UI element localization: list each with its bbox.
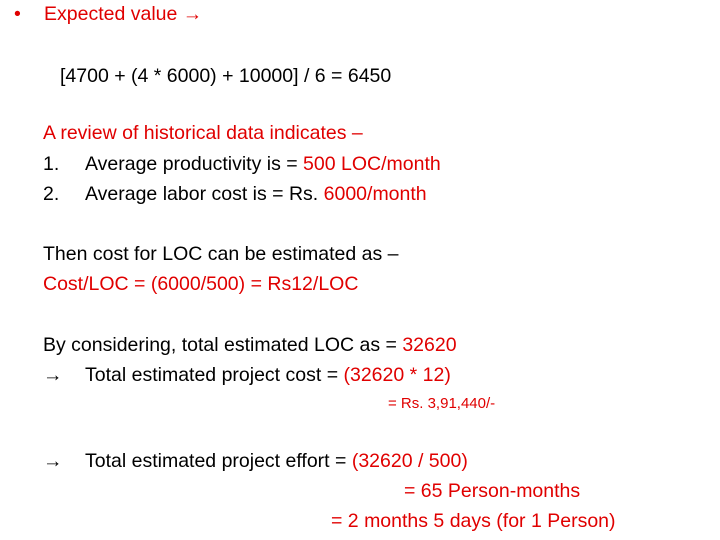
- right-arrow-icon: →: [43, 450, 63, 472]
- project-cost-result: = Rs. 3,91,440/-: [388, 395, 496, 412]
- expected-value-label: Expected value: [44, 3, 178, 25]
- list-item-number: 2.: [43, 183, 60, 205]
- total-loc-value: 32620: [402, 334, 457, 356]
- historical-intro: A review of historical data indicates –: [43, 122, 363, 144]
- project-cost-line: → Total estimated project cost = (32620 *…: [43, 363, 451, 387]
- project-effort-result-days: = 2 months 5 days (for 1 Person): [331, 510, 616, 532]
- right-arrow-icon: →: [43, 364, 63, 386]
- list-item-text: Average labor cost is = Rs.: [85, 183, 324, 205]
- list-item-number: 1.: [43, 153, 60, 175]
- right-arrow-icon: →: [182, 3, 203, 25]
- project-effort-text: Total estimated project effort =: [85, 450, 352, 472]
- bullet-icon: •: [14, 3, 21, 25]
- total-loc-text: By considering, total estimated LOC as =: [43, 334, 403, 356]
- cost-per-loc-intro: Then cost for LOC can be estimated as –: [43, 243, 399, 265]
- total-loc-line: By considering, total estimated LOC as =…: [43, 333, 457, 357]
- list-item: 1. Average productivity is = 500 LOC/mont…: [43, 152, 441, 176]
- cost-per-loc-formula: Cost/LOC = (6000/500) = Rs12/LOC: [43, 273, 359, 295]
- list-item-text: Average productivity is =: [85, 153, 304, 175]
- project-cost-text: Total estimated project cost =: [85, 364, 344, 386]
- project-cost-value: (32620 * 12): [343, 364, 451, 386]
- list-item-value: 6000/month: [323, 183, 427, 205]
- project-effort-line: → Total estimated project effort = (32620…: [43, 449, 468, 473]
- list-item-value: 500 LOC/month: [303, 153, 441, 175]
- project-effort-value: (32620 / 500): [351, 450, 468, 472]
- list-item: 2. Average labor cost is = Rs. 6000/month: [43, 182, 427, 206]
- expected-value-heading: • Expected value →: [14, 2, 202, 26]
- project-effort-result-months: = 65 Person-months: [404, 480, 581, 502]
- expected-value-formula: [4700 + (4 * 6000) + 10000] / 6 = 6450: [60, 65, 392, 87]
